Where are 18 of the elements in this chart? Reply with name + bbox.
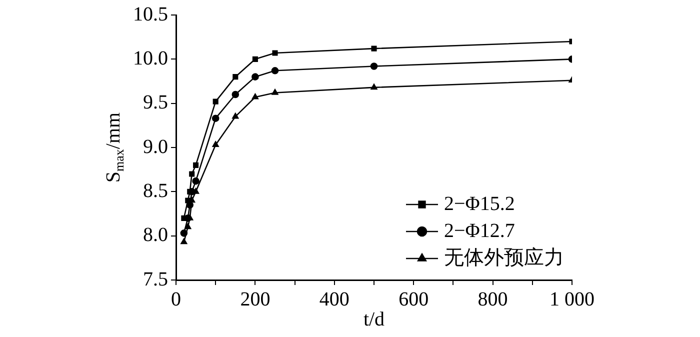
x-axis-title: t/d (363, 308, 385, 330)
legend-label: 无体外预应力 (444, 246, 564, 269)
y-tick-label: 9.5 (143, 92, 168, 114)
y-tick-label: 8.0 (143, 224, 168, 246)
x-tick-label: 400 (319, 288, 350, 310)
y-tick-label: 10.5 (133, 3, 168, 26)
y-tick-label: 9.0 (143, 136, 168, 158)
x-tick-label: 800 (478, 288, 508, 310)
x-tick-label: 200 (240, 288, 270, 310)
y-axis-title: Smax/mm (102, 112, 126, 183)
x-tick-label: 0 (171, 288, 181, 310)
x-tick-label: 600 (398, 288, 429, 310)
legend-label: 2−Φ15.2 (444, 192, 515, 215)
x-tick-label: 1 000 (550, 288, 594, 310)
y-tick-label: 7.5 (143, 268, 168, 290)
y-tick-label: 10.0 (133, 47, 168, 70)
y-tick-label: 8.5 (143, 180, 168, 202)
legend-label: 2−Φ12.7 (444, 220, 515, 242)
